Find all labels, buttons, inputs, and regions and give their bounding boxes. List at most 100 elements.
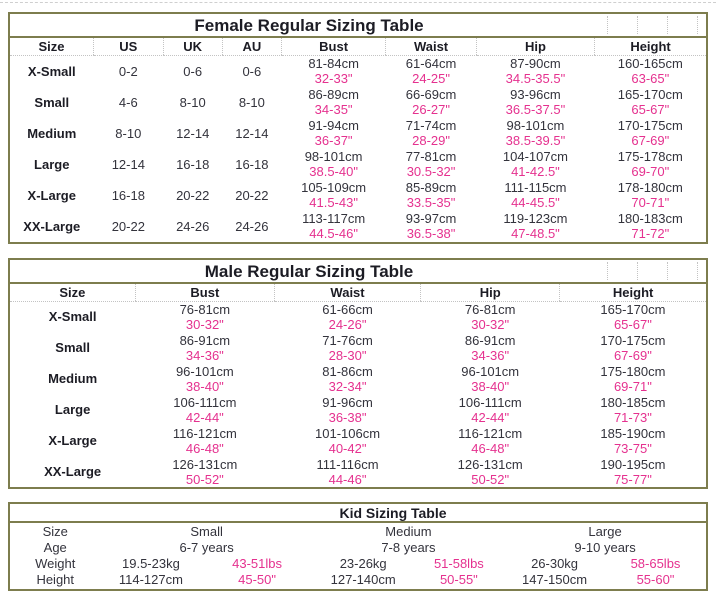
hip-cm: 93-96cm bbox=[510, 87, 561, 102]
size-label: XX-Large bbox=[23, 218, 81, 234]
bust-cm: 113-117cm bbox=[302, 211, 366, 226]
height-inches: 75-77" bbox=[613, 471, 652, 487]
height-cell: 185-190cm 73-75" bbox=[560, 425, 706, 456]
kid-age-small: 6-7 years bbox=[179, 540, 234, 555]
male-sizing-table: Male Regular Sizing Table Size Bust Wais… bbox=[8, 257, 708, 489]
hip-cm: 119-123cm bbox=[503, 211, 568, 226]
height-cell: 190-195cm 75-77" bbox=[560, 456, 706, 487]
hip-inches: 38-40" bbox=[471, 378, 510, 394]
au-size: 20-22 bbox=[235, 187, 269, 203]
bust-cell: 105-109cm 41.5-43" bbox=[281, 180, 385, 211]
waist-cm: 71-74cm bbox=[405, 118, 457, 133]
us-size: 8-10 bbox=[115, 125, 142, 141]
bust-cell: 86-89cm 34-35" bbox=[281, 87, 385, 118]
hip-cell: 106-111cm 42-44" bbox=[421, 394, 560, 425]
height-cm: 190-195cm bbox=[600, 456, 666, 472]
height-cm: 160-165cm bbox=[617, 56, 683, 72]
uk-size: 12-14 bbox=[176, 125, 210, 141]
kid-size-large: Large bbox=[588, 524, 622, 539]
bust-cell: 106-111cm 42-44" bbox=[135, 394, 274, 425]
height-cm: 175-178cm bbox=[617, 149, 683, 164]
height-inches-small: 45-50" bbox=[238, 572, 276, 587]
bust-cell: 76-81cm 30-32" bbox=[135, 301, 274, 332]
table-row: Medium 8-10 12-14 12-14 91-94cm 36-37" 71… bbox=[10, 118, 706, 149]
height-inches-large: 55-60" bbox=[636, 572, 675, 587]
us-size: 4-6 bbox=[118, 94, 138, 110]
bust-cm: 98-101cm bbox=[304, 149, 363, 164]
weight-kg-medium: 23-26kg bbox=[339, 556, 387, 571]
bust-cm: 96-101cm bbox=[175, 363, 234, 379]
kid-size-row: Size Small Medium Large bbox=[10, 524, 706, 540]
bust-inches: 41.5-43" bbox=[309, 195, 358, 210]
bust-inches: 34-36" bbox=[185, 347, 224, 363]
column-header-hip: Hip bbox=[475, 38, 595, 56]
kid-age-medium: 7-8 years bbox=[381, 540, 436, 555]
waist-cell: 71-74cm 28-29" bbox=[386, 118, 476, 149]
height-inches: 67-69" bbox=[613, 347, 652, 363]
kid-size-small: Small bbox=[190, 524, 223, 539]
height-inches: 71-72" bbox=[631, 226, 670, 241]
hip-inches: 34.5-35.5" bbox=[505, 71, 566, 87]
weight-kg-small: 19.5-23kg bbox=[122, 556, 180, 571]
weight-lbs-small: 43-51lbs bbox=[232, 556, 282, 571]
au-size: 0-6 bbox=[242, 63, 262, 79]
column-header-height: Height bbox=[594, 38, 706, 56]
column-header-bust: Bust bbox=[280, 38, 386, 56]
height-cell: 178-180cm 70-71" bbox=[595, 180, 706, 211]
size-label: Small bbox=[34, 94, 70, 110]
waist-inches: 26-27" bbox=[412, 102, 450, 117]
male-table-title: Male Regular Sizing Table bbox=[10, 260, 706, 284]
hip-cell: 96-101cm 38-40" bbox=[421, 363, 560, 394]
size-label: Medium bbox=[48, 371, 98, 386]
bust-cm: 91-94cm bbox=[308, 118, 359, 133]
waist-cm: 61-64cm bbox=[405, 56, 457, 72]
female-sizing-table: Female Regular Sizing Table Size US UK A… bbox=[8, 12, 708, 244]
kid-height-row: Height 114-127cm 45-50" 127-140cm 50-55"… bbox=[10, 572, 706, 588]
height-cell: 175-180cm 69-71" bbox=[560, 363, 706, 394]
bust-cell: 98-101cm 38.5-40" bbox=[281, 149, 385, 180]
height-inches: 67-69" bbox=[631, 133, 670, 148]
hip-inches: 42-44" bbox=[471, 409, 510, 425]
height-inches: 65-67" bbox=[613, 316, 652, 332]
waist-cell: 71-76cm 28-30" bbox=[274, 332, 420, 363]
waist-cm: 101-106cm bbox=[315, 425, 381, 441]
hip-inches: 36.5-37.5" bbox=[505, 102, 566, 117]
column-header-size: Size bbox=[10, 38, 94, 56]
uk-size: 8-10 bbox=[179, 94, 206, 110]
height-cm: 180-185cm bbox=[600, 394, 666, 410]
dotted-divider bbox=[637, 16, 638, 34]
height-cell: 160-165cm 63-65" bbox=[595, 56, 706, 87]
column-header-us: US bbox=[93, 38, 164, 56]
au-size: 12-14 bbox=[235, 125, 269, 141]
size-label: X-Small bbox=[27, 63, 76, 79]
row-label-age: Age bbox=[43, 540, 67, 555]
row-label-size: Size bbox=[42, 524, 68, 539]
hip-inches: 47-48.5" bbox=[511, 226, 560, 241]
bust-inches: 42-44" bbox=[185, 409, 224, 425]
waist-cm: 66-69cm bbox=[405, 87, 457, 102]
table-row: Small 86-91cm 34-36" 71-76cm 28-30" 86-91c… bbox=[10, 332, 706, 363]
hip-cm: 87-90cm bbox=[510, 56, 561, 72]
hip-cell: 76-81cm 30-32" bbox=[421, 301, 560, 332]
hip-cell: 111-115cm 44-45.5" bbox=[476, 180, 594, 211]
hip-cell: 104-107cm 41-42.5" bbox=[476, 149, 594, 180]
bust-cell: 86-91cm 34-36" bbox=[135, 332, 274, 363]
height-cell: 170-175cm 67-69" bbox=[595, 118, 706, 149]
height-cell: 180-185cm 71-73" bbox=[560, 394, 706, 425]
us-size: 16-18 bbox=[111, 187, 145, 203]
hip-inches: 38.5-39.5" bbox=[505, 133, 566, 148]
kid-sizing-table: Kid Sizing Table Size Small Medium Large… bbox=[8, 502, 708, 591]
table-row: X-Large 116-121cm 46-48" 101-106cm 40-42" … bbox=[10, 425, 706, 456]
bust-cm: 76-81cm bbox=[179, 301, 231, 317]
row-label-weight: Weight bbox=[35, 556, 76, 571]
hip-cm: 126-131cm bbox=[457, 456, 523, 472]
height-cm-medium: 127-140cm bbox=[330, 572, 396, 587]
height-inches: 69-71" bbox=[613, 378, 652, 394]
waist-inches: 33.5-35" bbox=[406, 195, 456, 210]
waist-inches: 24-25" bbox=[412, 71, 450, 87]
bust-inches: 38-40" bbox=[185, 378, 224, 394]
waist-inches: 36-38" bbox=[328, 409, 367, 425]
kid-table-title-text: Kid Sizing Table bbox=[339, 505, 447, 521]
hip-cell: 87-90cm 34.5-35.5" bbox=[476, 56, 594, 87]
height-inches: 69-70" bbox=[631, 164, 670, 179]
